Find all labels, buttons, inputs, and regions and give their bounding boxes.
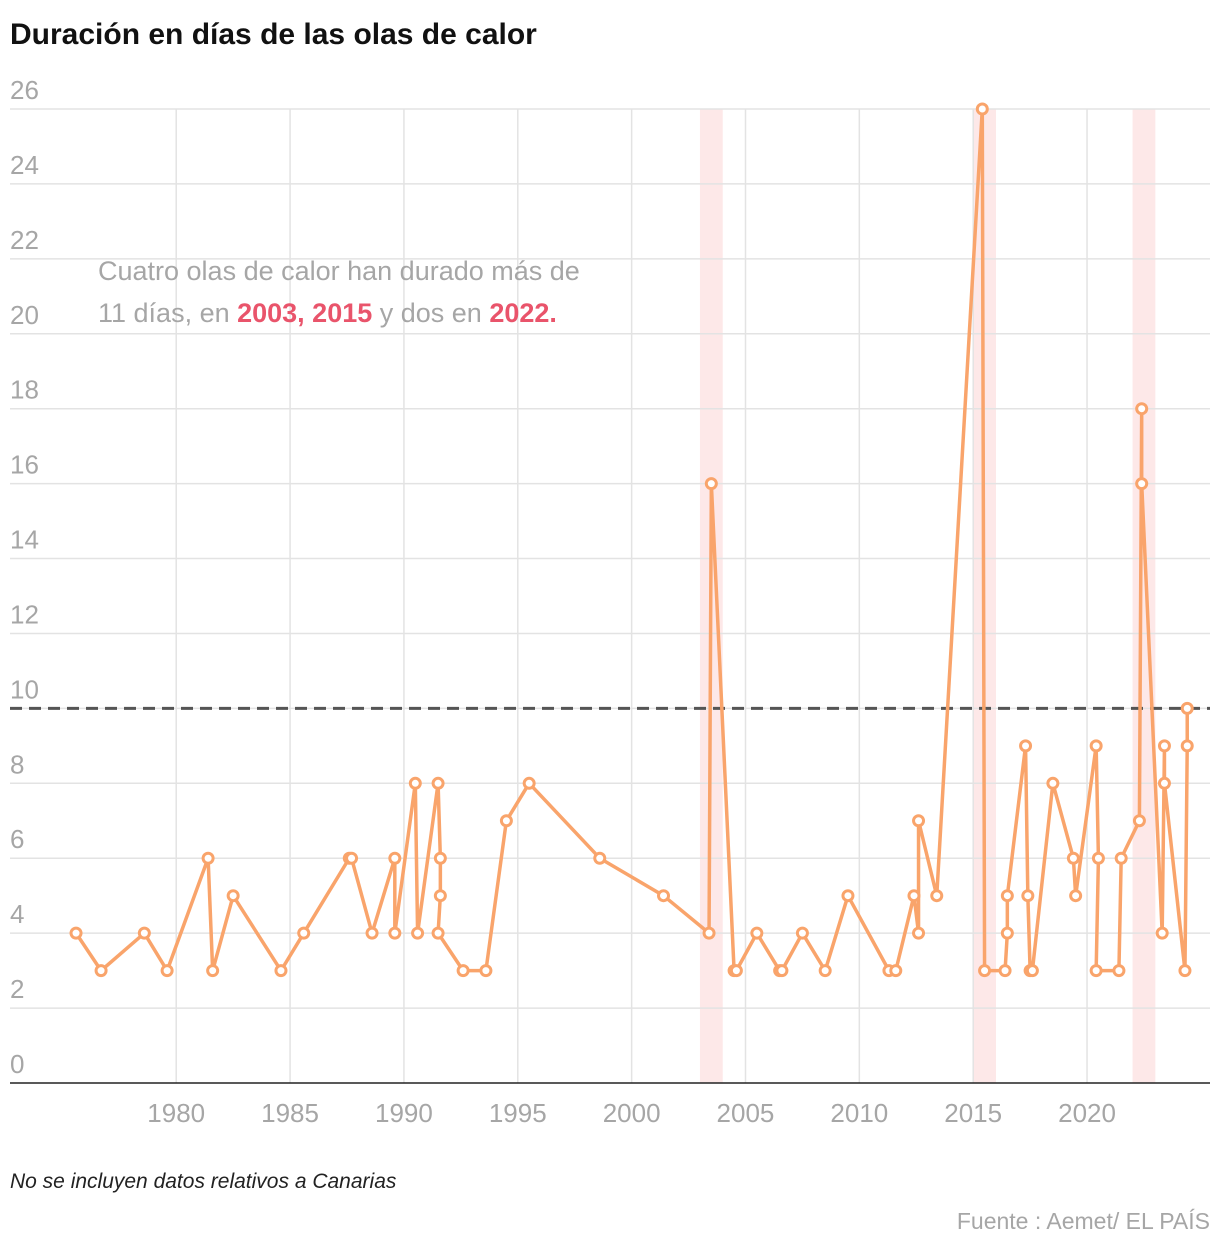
point [593, 851, 607, 865]
y-tick-label: 10 [10, 674, 39, 704]
y-tick-label: 6 [10, 824, 24, 854]
point [94, 964, 108, 978]
series-line [74, 107, 1189, 973]
point [912, 814, 926, 828]
point [795, 926, 809, 940]
point [818, 964, 832, 978]
point [1112, 964, 1126, 978]
x-tick-label: 1995 [489, 1098, 547, 1128]
y-tick-label: 20 [10, 300, 39, 330]
annotation-text: y dos en [372, 298, 490, 328]
point [1155, 926, 1169, 940]
chart-title: Duración en días de las olas de calor [10, 18, 537, 51]
x-tick-label: 2000 [603, 1098, 661, 1128]
point [1019, 739, 1033, 753]
point [1135, 402, 1149, 416]
point [160, 964, 174, 978]
point [345, 851, 359, 865]
x-tick-label: 1980 [147, 1098, 205, 1128]
point [411, 926, 425, 940]
point [775, 964, 789, 978]
point [930, 889, 944, 903]
highlight-band [1132, 109, 1156, 1083]
y-tick-label: 18 [10, 375, 39, 405]
point [1091, 851, 1105, 865]
point [1066, 851, 1080, 865]
point [1000, 926, 1014, 940]
point [1089, 739, 1103, 753]
point [907, 889, 921, 903]
x-tick-label: 2015 [944, 1098, 1002, 1128]
x-tick-label: 2010 [830, 1098, 888, 1128]
y-tick-label: 0 [10, 1049, 24, 1079]
point [657, 889, 671, 903]
point [1132, 814, 1146, 828]
y-tick-label: 12 [10, 599, 39, 629]
point [1135, 477, 1149, 491]
y-tick-label: 4 [10, 899, 24, 929]
point [522, 776, 536, 790]
y-tick-label: 16 [10, 450, 39, 480]
point [1178, 964, 1192, 978]
point [388, 851, 402, 865]
x-tick-label: 1990 [375, 1098, 433, 1128]
point [841, 889, 855, 903]
annotation: Cuatro olas de calor han durado más de 1… [98, 250, 580, 334]
point [702, 926, 716, 940]
point [206, 964, 220, 978]
point [201, 851, 215, 865]
point [433, 851, 447, 865]
point [1180, 739, 1194, 753]
point [1114, 851, 1128, 865]
point [499, 814, 513, 828]
point [750, 926, 764, 940]
point [274, 964, 288, 978]
y-tick-label: 22 [10, 225, 39, 255]
point [431, 926, 445, 940]
y-tick-label: 26 [10, 75, 39, 105]
source: Fuente : Aemet/ EL PAÍS [957, 1208, 1210, 1234]
y-tick-label: 24 [10, 150, 39, 180]
annotation-text: 11 días, en [98, 298, 238, 328]
point [1046, 776, 1060, 790]
point [729, 964, 743, 978]
point [975, 102, 989, 116]
point [1069, 889, 1083, 903]
note: No se incluyen datos relativos a Canaria… [10, 1170, 397, 1193]
point [226, 889, 240, 903]
point [1021, 889, 1035, 903]
y-tick-label: 8 [10, 749, 24, 779]
point [433, 889, 447, 903]
point [297, 926, 311, 940]
x-tick-label: 1985 [261, 1098, 319, 1128]
point [431, 776, 445, 790]
point [1180, 701, 1194, 715]
point [978, 964, 992, 978]
point [479, 964, 493, 978]
point [704, 477, 718, 491]
point [1089, 964, 1103, 978]
point [456, 964, 470, 978]
point [365, 926, 379, 940]
point [1157, 776, 1171, 790]
point [912, 926, 926, 940]
point [1157, 739, 1171, 753]
y-tick-label: 14 [10, 525, 39, 555]
annotation-highlight: 2022. [489, 298, 557, 328]
point [1000, 889, 1014, 903]
point [137, 926, 151, 940]
point [408, 776, 422, 790]
point [889, 964, 903, 978]
annotation-highlight: 2003, 2015 [237, 298, 373, 328]
point [69, 926, 83, 940]
y-tick-label: 2 [10, 974, 24, 1004]
x-tick-label: 2020 [1058, 1098, 1116, 1128]
x-tick-label: 2005 [717, 1098, 775, 1128]
point [998, 964, 1012, 978]
point [1025, 964, 1039, 978]
point [388, 926, 402, 940]
annotation-text: Cuatro olas de calor han durado más de [98, 256, 580, 286]
